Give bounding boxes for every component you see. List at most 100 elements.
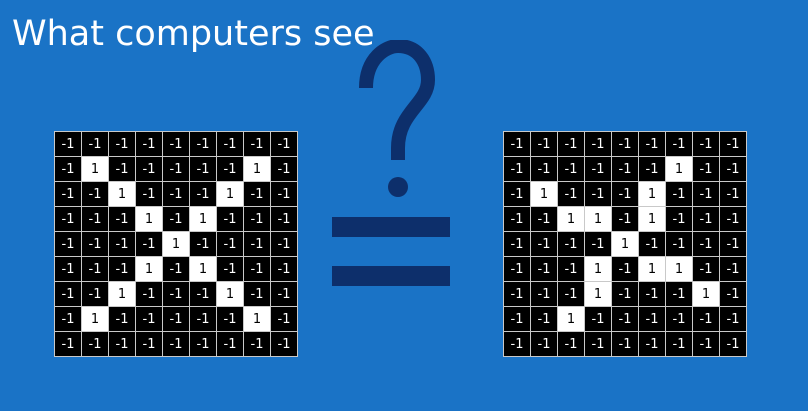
question-mark-icon xyxy=(359,40,436,197)
grid-cell: -1 xyxy=(271,332,297,356)
grid-cell: -1 xyxy=(82,207,108,231)
grid-cell: -1 xyxy=(558,182,584,206)
grid-cell: -1 xyxy=(217,157,243,181)
grid-cell: 1 xyxy=(217,282,243,306)
grid-cell: 1 xyxy=(109,282,135,306)
grid-cell: -1 xyxy=(639,132,665,156)
grid-cell: -1 xyxy=(720,257,746,281)
grid-cell: -1 xyxy=(558,232,584,256)
grid-cell: -1 xyxy=(271,257,297,281)
grid-cell: 1 xyxy=(585,282,611,306)
grid-cell: -1 xyxy=(558,157,584,181)
grid-cell: -1 xyxy=(136,282,162,306)
grid-cell: 1 xyxy=(531,182,557,206)
grid-cell: 1 xyxy=(109,182,135,206)
grid-cell: 1 xyxy=(82,157,108,181)
grid-cell: 1 xyxy=(190,257,216,281)
grid-cell: -1 xyxy=(55,332,81,356)
grid-cell: 1 xyxy=(585,257,611,281)
grid-cell: -1 xyxy=(693,157,719,181)
grid-cell: -1 xyxy=(666,132,692,156)
grid-cell: 1 xyxy=(82,307,108,331)
grid-cell: -1 xyxy=(136,157,162,181)
grid-cell: -1 xyxy=(82,282,108,306)
grid-cell: 1 xyxy=(612,232,638,256)
grid-cell: -1 xyxy=(190,282,216,306)
grid-cell: -1 xyxy=(504,207,530,231)
grid-cell: -1 xyxy=(55,132,81,156)
grid-cell: 1 xyxy=(244,307,270,331)
grid-cell: -1 xyxy=(531,307,557,331)
grid-cell: -1 xyxy=(244,282,270,306)
grid-cell: -1 xyxy=(585,307,611,331)
grid-cell: -1 xyxy=(244,207,270,231)
grid-cell: -1 xyxy=(163,182,189,206)
grid-cell: -1 xyxy=(163,332,189,356)
grid-cell: -1 xyxy=(271,282,297,306)
grid-cell: -1 xyxy=(585,332,611,356)
grid-cell: -1 xyxy=(666,307,692,331)
grid-cell: 1 xyxy=(639,257,665,281)
grid-cell: -1 xyxy=(585,132,611,156)
grid-cell: -1 xyxy=(504,282,530,306)
grid-cell: -1 xyxy=(639,332,665,356)
grid-cell: -1 xyxy=(217,332,243,356)
grid-cell: -1 xyxy=(504,257,530,281)
grid-cell: 1 xyxy=(585,207,611,231)
grid-cell: -1 xyxy=(190,232,216,256)
grid-cell: -1 xyxy=(217,207,243,231)
grid-cell: -1 xyxy=(271,307,297,331)
grid-cell: -1 xyxy=(720,332,746,356)
grid-cell: -1 xyxy=(217,232,243,256)
grid-cell: -1 xyxy=(585,232,611,256)
grid-cell: 1 xyxy=(558,307,584,331)
grid-cell: -1 xyxy=(612,157,638,181)
grid-cell: -1 xyxy=(720,157,746,181)
grid-cell: -1 xyxy=(585,157,611,181)
grid-cell: 1 xyxy=(136,257,162,281)
grid-cell: -1 xyxy=(504,232,530,256)
grid-cell: -1 xyxy=(244,132,270,156)
grid-cell: 1 xyxy=(693,282,719,306)
grid-cell: -1 xyxy=(720,182,746,206)
grid-cell: -1 xyxy=(693,307,719,331)
grid-cell: -1 xyxy=(190,182,216,206)
grid-cell: -1 xyxy=(109,157,135,181)
grid-cell: -1 xyxy=(639,232,665,256)
grid-cell: -1 xyxy=(109,132,135,156)
grid-cell: -1 xyxy=(558,332,584,356)
grid-cell: -1 xyxy=(612,282,638,306)
grid-cell: -1 xyxy=(271,157,297,181)
equals-bar-top xyxy=(332,217,450,237)
pixel-grid-right: -1 -1 -1 -1 -1 -1 -1 -1 -1 -1 -1 -1 -1 -1 -1 1 -1 -1 -1 1 -1… xyxy=(503,131,747,357)
grid-cell: -1 xyxy=(720,132,746,156)
grid-cell: -1 xyxy=(612,132,638,156)
grid-cell: -1 xyxy=(190,332,216,356)
grid-cell: -1 xyxy=(585,182,611,206)
grid-cell: -1 xyxy=(639,282,665,306)
grid-cell: -1 xyxy=(163,282,189,306)
grid-cell: -1 xyxy=(82,182,108,206)
grid-cell: -1 xyxy=(271,232,297,256)
equals-bar-bottom xyxy=(332,266,450,286)
grid-cell: -1 xyxy=(109,207,135,231)
grid-cell: -1 xyxy=(217,132,243,156)
grid-cell: -1 xyxy=(55,307,81,331)
grid-cell: 1 xyxy=(244,157,270,181)
grid-cell: -1 xyxy=(693,132,719,156)
grid-cell: -1 xyxy=(136,232,162,256)
grid-cell: -1 xyxy=(693,332,719,356)
grid-cell: -1 xyxy=(531,157,557,181)
grid-cell: 1 xyxy=(136,207,162,231)
grid-cell: -1 xyxy=(612,332,638,356)
grid-cell: 1 xyxy=(163,232,189,256)
grid-cell: -1 xyxy=(82,232,108,256)
grid-cell: -1 xyxy=(271,207,297,231)
grid-cell: -1 xyxy=(720,307,746,331)
grid-cell: -1 xyxy=(612,207,638,231)
grid-cell: -1 xyxy=(55,257,81,281)
grid-cell: -1 xyxy=(666,232,692,256)
grid-cell: -1 xyxy=(666,332,692,356)
grid-cell: -1 xyxy=(55,232,81,256)
grid-cell: -1 xyxy=(612,307,638,331)
